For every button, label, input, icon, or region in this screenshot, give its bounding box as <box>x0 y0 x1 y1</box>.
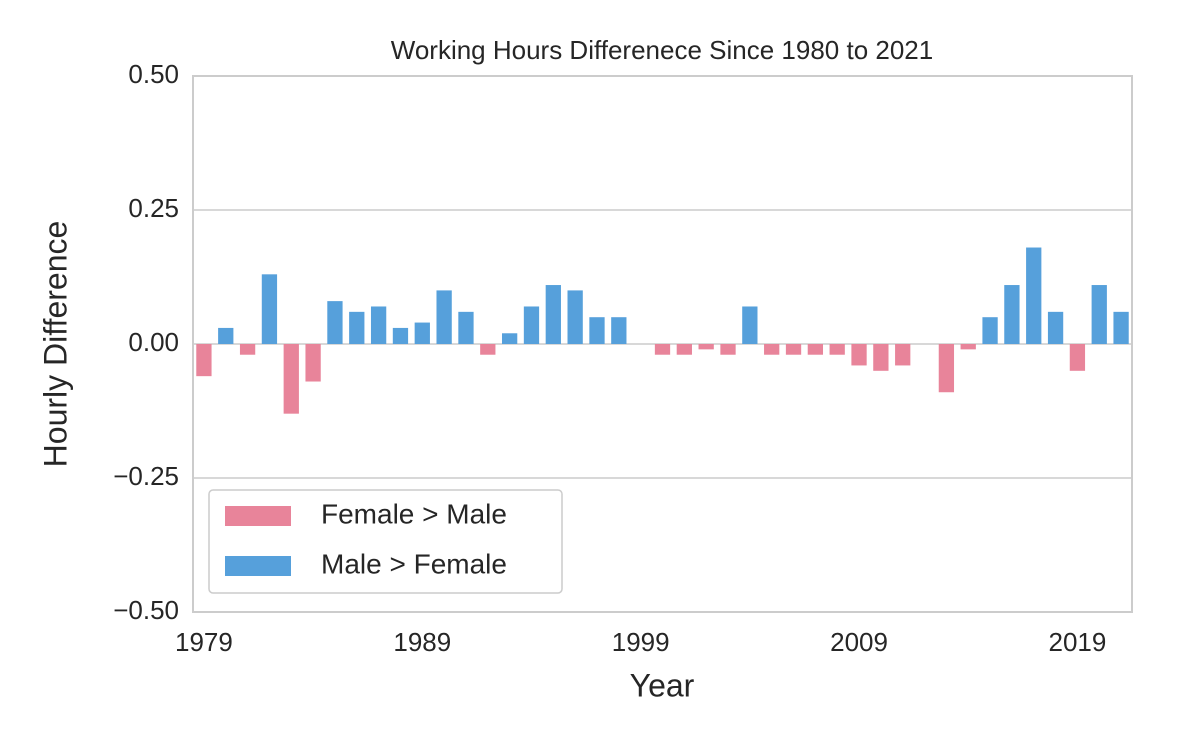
bar <box>1113 311 1129 344</box>
bar <box>1004 285 1020 344</box>
bar <box>196 344 212 377</box>
bar <box>1026 247 1042 344</box>
bar <box>654 344 671 355</box>
y-tick-label: −0.50 <box>113 595 179 625</box>
legend-label: Female > Male <box>321 498 507 529</box>
bar <box>349 311 365 344</box>
x-tick-label: 1999 <box>612 627 670 657</box>
bar <box>982 317 998 344</box>
x-tick-label: 1989 <box>393 627 451 657</box>
bar <box>611 317 627 344</box>
bar <box>392 327 409 344</box>
bar <box>742 306 758 344</box>
bar <box>567 290 583 344</box>
x-tick-label: 1979 <box>175 627 233 657</box>
bar <box>261 274 278 344</box>
bar <box>414 322 430 344</box>
bar <box>895 344 911 366</box>
bar <box>720 344 736 355</box>
bar <box>785 344 802 355</box>
bar <box>764 344 780 355</box>
bar <box>436 290 452 344</box>
bar <box>938 344 955 393</box>
legend-label: Male > Female <box>321 548 507 579</box>
x-tick-label: 2019 <box>1048 627 1106 657</box>
bar <box>218 327 234 344</box>
bar <box>545 285 561 344</box>
y-tick-label: 0.00 <box>128 327 179 357</box>
y-tick-label: −0.25 <box>113 461 179 491</box>
bar <box>370 306 387 344</box>
bar <box>829 344 845 355</box>
bar <box>283 344 299 414</box>
bar <box>1047 311 1064 344</box>
bar <box>458 311 474 344</box>
bar <box>480 344 496 355</box>
bar <box>239 344 256 355</box>
chart-title: Working Hours Differenece Since 1980 to … <box>391 35 933 65</box>
bar <box>1069 344 1086 371</box>
bar <box>698 344 714 350</box>
y-tick-label: 0.50 <box>128 59 179 89</box>
legend-box <box>208 489 563 594</box>
legend-swatch <box>225 506 291 526</box>
y-axis-label: Hourly Difference <box>37 221 73 468</box>
bar <box>960 344 976 350</box>
bar <box>851 344 867 366</box>
bar <box>807 344 824 355</box>
bar <box>501 333 518 344</box>
y-tick-label: 0.25 <box>128 193 179 223</box>
bar <box>305 344 321 382</box>
bar <box>873 344 889 371</box>
x-tick-label: 2009 <box>830 627 888 657</box>
legend-swatch <box>225 556 291 576</box>
bar <box>589 317 605 344</box>
bar <box>1091 285 1107 344</box>
bar <box>327 301 343 344</box>
bar <box>676 344 692 355</box>
x-axis-label: Year <box>630 667 695 703</box>
bar <box>523 306 540 344</box>
plot-frame <box>192 75 1133 613</box>
